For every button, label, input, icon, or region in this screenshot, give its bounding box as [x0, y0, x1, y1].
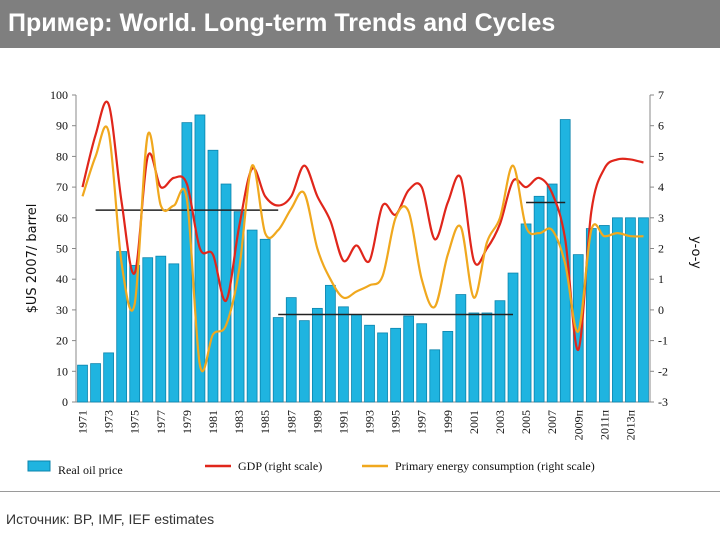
- x-tick-label: 1985: [258, 410, 272, 434]
- bar: [364, 324, 375, 403]
- bar: [298, 320, 310, 403]
- y2-axis-label: y-o-y: [688, 236, 703, 269]
- bar: [351, 314, 362, 403]
- x-tick-label: 2005: [519, 410, 533, 434]
- y-tick-label: 80: [56, 149, 68, 163]
- x-tick-label: 2001: [467, 410, 481, 434]
- legend-label: Real oil price: [58, 463, 123, 477]
- x-tick-label: 1995: [389, 410, 403, 434]
- bar: [142, 257, 154, 403]
- bar: [338, 306, 349, 403]
- x-tick-label: 1971: [76, 410, 90, 434]
- x-tick-label: 1993: [363, 410, 377, 434]
- bar: [377, 332, 388, 403]
- bar: [325, 284, 336, 403]
- y-tick-label: 0: [62, 395, 68, 409]
- y-tick-label: 70: [56, 180, 68, 194]
- x-tick-label: 1991: [336, 410, 350, 434]
- bar: [468, 312, 480, 403]
- y-axis-label: $US 2007/ barrel: [25, 204, 40, 314]
- slide-title: Пример: World. Long-term Trends and Cycl…: [8, 9, 556, 37]
- bar: [612, 217, 623, 403]
- legend-label: Primary energy consumption (right scale): [395, 459, 595, 473]
- bar: [416, 323, 428, 403]
- x-tick-label: 1989: [310, 410, 324, 434]
- bar: [598, 225, 610, 403]
- bar: [403, 315, 415, 403]
- y-tick-label: 40: [56, 272, 68, 286]
- y2-tick-label: 4: [658, 180, 664, 194]
- y-tick-label: 10: [56, 364, 68, 378]
- x-tick-label: 1979: [180, 410, 194, 434]
- chart: 0 10 20 30 40 50 60 70 80 90 100 -3 -2 -1 0 1 2 3 4 5 6 7 $US …: [25, 88, 703, 477]
- y-tick-label: 20: [56, 334, 68, 348]
- x-tick-label: 1997: [415, 410, 429, 434]
- line: [81, 125, 644, 373]
- bar: [507, 272, 519, 403]
- x-tick-label: 2011п: [597, 409, 611, 440]
- x-tick-label: 1977: [154, 410, 168, 434]
- bar: [546, 183, 558, 403]
- y2-tick-label: 6: [658, 119, 664, 133]
- y2-tick-label: -1: [658, 334, 668, 348]
- bar: [90, 363, 101, 403]
- bar: [207, 149, 219, 403]
- y2-tick-label: 1: [658, 272, 664, 286]
- x-tick-label: 1999: [441, 410, 455, 434]
- y-tick-label: 60: [56, 211, 68, 225]
- bar: [246, 229, 258, 403]
- bar: [129, 264, 141, 403]
- bar: [155, 255, 167, 403]
- bar: [194, 114, 206, 403]
- x-tick-label: 1987: [284, 410, 298, 434]
- bar: [455, 294, 467, 403]
- y-tick-label: 90: [56, 119, 68, 133]
- source-note: Источник: BP, IMF, IEF estimates: [6, 511, 215, 527]
- divider: [0, 491, 720, 492]
- bar: [481, 312, 493, 403]
- bar: [638, 217, 649, 403]
- y-tick-label: 30: [56, 303, 68, 317]
- header-bar: Пример: World. Long-term Trends and Cycl…: [0, 0, 720, 48]
- y-tick-label: 50: [56, 242, 68, 256]
- y-tick-label: 100: [50, 88, 68, 102]
- line: [81, 100, 644, 351]
- y2-tick-label: -3: [658, 395, 668, 409]
- bar: [494, 300, 506, 403]
- bar: [285, 297, 297, 403]
- x-tick-label: 1983: [232, 410, 246, 434]
- x-tick-label: 2003: [493, 410, 507, 434]
- y2-tick-label: 0: [658, 303, 664, 317]
- y2-tick-label: 3: [658, 211, 664, 225]
- legend-label: GDP (right scale): [238, 459, 322, 473]
- bar: [520, 223, 532, 403]
- bar: [429, 349, 441, 403]
- bar: [533, 195, 545, 403]
- x-tick-label: 1973: [102, 410, 116, 434]
- bar: [442, 330, 454, 403]
- y2-tick-label: 2: [658, 242, 664, 256]
- x-tick-label: 1975: [128, 410, 142, 434]
- bar: [103, 352, 114, 403]
- bar: [77, 364, 88, 403]
- bar: [272, 317, 284, 403]
- bar: [233, 211, 245, 403]
- y2-tick-label: -2: [658, 364, 668, 378]
- y2-tick-label: 5: [658, 149, 664, 163]
- y2-tick-label: 7: [658, 88, 664, 102]
- bar: [181, 122, 193, 403]
- x-tick-label: 2009п: [571, 409, 585, 440]
- bar: [311, 307, 323, 403]
- bar: [625, 217, 636, 403]
- x-tick-label: 2013п: [623, 409, 637, 440]
- x-tick-label: 2007: [545, 410, 559, 434]
- x-tick-label: 1981: [206, 410, 220, 434]
- bar: [259, 238, 271, 403]
- bar: [168, 263, 180, 403]
- bar: [390, 327, 401, 403]
- legend-swatch: [27, 460, 51, 472]
- bar: [116, 251, 128, 403]
